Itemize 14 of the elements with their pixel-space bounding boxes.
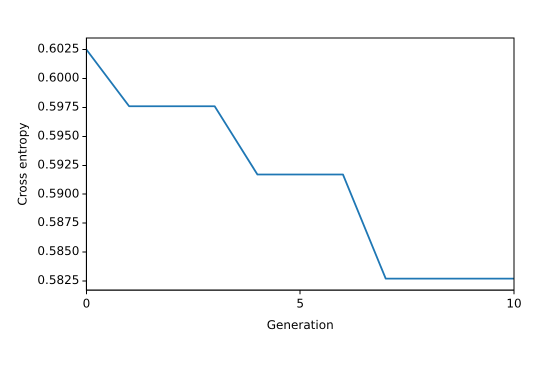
x-tick-label: 0 [82,296,90,311]
y-tick-label: 0.5900 [37,186,80,200]
y-tick-label: 0.5850 [37,244,80,258]
y-tick-label: 0.5950 [37,128,80,142]
x-tick-label: 10 [506,296,522,311]
y-axis-title: Cross entropy [15,122,30,206]
y-tick-label: 0.5825 [37,273,80,288]
y-tick-label: 0.6025 [37,42,80,56]
x-tick-label: 5 [296,296,304,311]
y-tick-label: 0.5925 [37,157,80,172]
y-tick-label: 0.5875 [37,215,80,230]
y-tick-label: 0.6000 [37,70,80,85]
y-tick-label: 0.5975 [37,100,80,114]
x-axis-title: Generation [266,318,334,332]
